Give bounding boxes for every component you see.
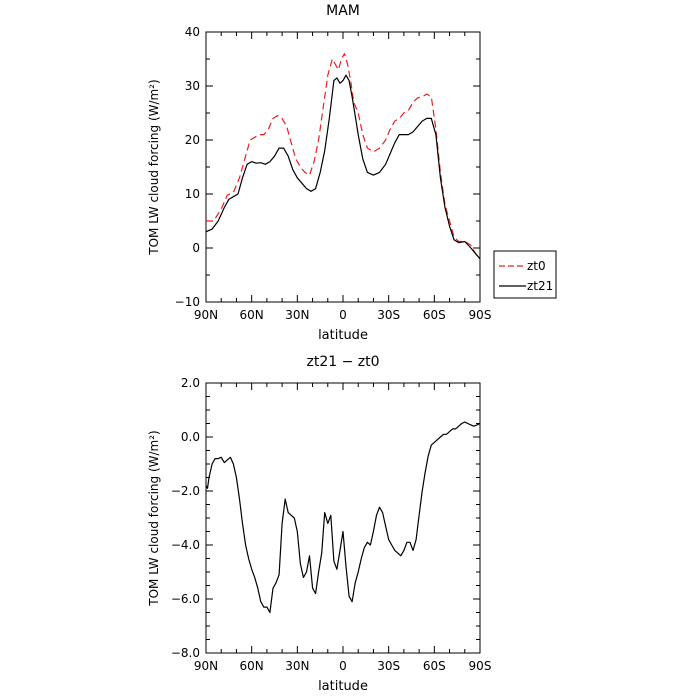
x-tick-label: 30N	[285, 308, 309, 322]
y-tick-label: 10	[185, 187, 200, 201]
x-tick-label: 0	[339, 308, 347, 322]
x-tick-label: 30S	[377, 308, 400, 322]
series-line-diff-1	[205, 421, 481, 614]
chart-title: MAM	[326, 3, 360, 19]
y-tick-label: −10	[175, 295, 200, 309]
x-tick-label: 60S	[423, 308, 446, 322]
legend-box	[493, 250, 557, 299]
plot-frame-2	[205, 382, 481, 654]
y-tick-label: −2.0	[171, 484, 200, 498]
series-line-zt0	[206, 52, 481, 260]
y-tick-label: 20	[185, 133, 200, 147]
x-axis-label: latitude	[318, 679, 368, 694]
y-tick-label: −8.0	[171, 646, 200, 660]
series-line-zt21	[205, 74, 481, 260]
x-tick-label: 90S	[469, 659, 492, 673]
legend-label-zt0: zt0	[527, 259, 546, 273]
x-axis-label: latitude	[318, 328, 368, 343]
y-tick-label: −6.0	[171, 592, 200, 606]
chart-title: zt21 − zt0	[306, 354, 379, 370]
x-tick-label: 90N	[194, 659, 218, 673]
x-tick-label: 60N	[240, 659, 264, 673]
x-tick-label: 30S	[377, 659, 400, 673]
y-tick-label: 30	[185, 79, 200, 93]
y-tick-label: 0	[192, 241, 200, 255]
x-tick-label: 0	[339, 659, 347, 673]
y-axis-label: TOM LW cloud forcing (W/m²)	[147, 79, 161, 256]
y-tick-label: 2.0	[181, 376, 200, 390]
x-tick-label: 60S	[423, 659, 446, 673]
y-axis-label: TOM LW cloud forcing (W/m²)	[147, 430, 161, 607]
y-tick-label: 0.0	[181, 430, 200, 444]
x-tick-label: 90S	[469, 308, 492, 322]
legend-label-zt21: zt21	[527, 279, 553, 293]
x-tick-label: 30N	[285, 659, 309, 673]
x-tick-label: 60N	[240, 308, 264, 322]
x-tick-label: 90N	[194, 308, 218, 322]
y-tick-label: 40	[185, 25, 200, 39]
y-tick-label: −4.0	[171, 538, 200, 552]
